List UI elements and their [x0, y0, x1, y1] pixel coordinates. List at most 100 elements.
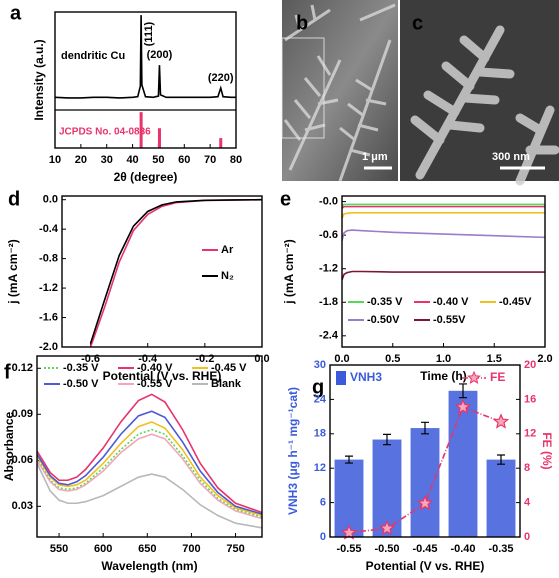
y2-tick-label: 0: [524, 531, 530, 543]
sem-b: [281, 0, 398, 182]
fe-line: [348, 406, 502, 534]
chart-panel: e Time (h) j (mA cm⁻²) 0.0 0.5 1.0 1.5 2.0 -2.4 -…: [280, 188, 553, 383]
peak-label: (220): [208, 72, 234, 84]
data-line: [341, 211, 545, 219]
fe-marker: [340, 524, 358, 540]
x-tick-label: -0.45: [412, 543, 437, 555]
data-line: [36, 393, 263, 514]
legend-label: -0.45V: [499, 296, 532, 308]
y-tick-label: 0: [320, 531, 326, 543]
legend-label: -0.50V: [367, 314, 400, 326]
x-axis-label: Wavelength (nm): [101, 559, 197, 573]
data-line: [36, 433, 263, 520]
x-tick-label: 0.0: [334, 353, 349, 365]
chart-panel: g Potential (V vs. RHE) VNH3 (μg h⁻¹ mg⁻¹c…: [286, 359, 554, 573]
y-tick-label: -0.8: [39, 253, 58, 265]
legend-label: -0.45 V: [211, 362, 247, 374]
x-tick-label: 1.0: [436, 353, 451, 365]
plot-frame: [36, 355, 263, 538]
x-tick-label: 650: [138, 543, 156, 555]
bar: [334, 459, 364, 537]
y2-tick-label: 8: [524, 462, 530, 474]
y2-tick-label: 20: [524, 359, 536, 371]
reference-bar: [157, 128, 161, 148]
y-tick-label: -0.6: [319, 229, 338, 241]
x-tick-label: 70: [204, 154, 216, 166]
x-axis-label: Potential (V vs. RHE): [103, 369, 222, 383]
y-tick-label: 6: [320, 497, 326, 509]
fe-marker: [416, 494, 434, 511]
plot-frame: [61, 195, 263, 348]
zoom-box: [281, 37, 325, 139]
data-line: [36, 428, 263, 518]
x-tick-label: 40: [126, 154, 138, 166]
legend-label: FE: [490, 370, 505, 384]
bar: [410, 428, 440, 537]
y-axis-label: VNH3 (μg h⁻¹ mg⁻¹cat): [286, 387, 300, 515]
x-axis-label: 2θ (degree): [114, 170, 178, 184]
y-tick-label: 18: [314, 428, 326, 440]
x-tick-label: 10: [49, 154, 61, 166]
sem-c: [400, 0, 559, 186]
peak-label: (200): [147, 49, 173, 61]
data-line: [341, 205, 545, 209]
legend-label: Blank: [211, 378, 242, 390]
x-tick-label: 700: [182, 543, 200, 555]
legend-swatch: [336, 371, 346, 385]
legend-label: Ar: [221, 244, 234, 256]
data-line: [341, 203, 545, 207]
bar: [448, 390, 478, 537]
y-tick-label: 0.09: [12, 408, 33, 420]
legend-label: -0.40 V: [137, 362, 173, 374]
y2-tick-label: 4: [524, 497, 531, 509]
dendrites: [410, 25, 559, 186]
y-tick-label: 0.03: [12, 500, 33, 512]
x-tick-label: 60: [178, 154, 190, 166]
data-line: [341, 229, 546, 241]
y-axis-label: j (mA cm⁻²): [282, 239, 296, 305]
panel-label: c: [412, 12, 423, 34]
peak-label: (111): [143, 21, 155, 46]
y-tick-label: 12: [314, 462, 326, 474]
x-tick-label: 30: [101, 154, 113, 166]
bar: [486, 459, 516, 537]
x-tick-label: 1.5: [487, 353, 502, 365]
error-bar: [421, 421, 429, 435]
data-line: [341, 270, 545, 281]
y-tick-label: -2.0: [39, 341, 58, 353]
panel-label: b: [296, 12, 308, 34]
panel-label: f: [4, 361, 11, 383]
panel-label: e: [280, 188, 291, 210]
y2-tick-label: 16: [524, 393, 536, 405]
chart-panel: a 2θ (degree) Intensity (a.u.) 10 20 30 40 50 60…: [10, 2, 242, 184]
x-tick-label: 2.0: [537, 353, 552, 365]
chart-panel: f Wavelength (nm) Absorbance 550 600 650 700 75…: [2, 355, 263, 573]
x-tick-label: 20: [75, 154, 87, 166]
x-tick-label: 0.5: [385, 353, 400, 365]
y-axis-label: j (mA cm⁻²): [6, 239, 20, 305]
plot-frame: [329, 364, 521, 538]
legend-label: VNH3: [350, 370, 382, 384]
fe-marker: [492, 413, 510, 429]
y-axis-label: Absorbance: [2, 412, 16, 482]
plot-frame: [54, 11, 237, 149]
panel-label: g: [312, 376, 324, 398]
x-tick-label: -0.40: [450, 543, 475, 555]
y-tick-label: -1.6: [39, 311, 58, 323]
error-bar: [459, 383, 467, 399]
fe-marker: [378, 519, 396, 536]
reference-label: JCPDS No. 04-0836: [59, 127, 151, 138]
y-tick-label: -2.4: [319, 330, 339, 342]
legend-label: N₂: [221, 270, 234, 282]
x-tick-label: -0.55: [336, 543, 361, 555]
data-line: [36, 410, 263, 515]
scale-label: 1 μm: [362, 151, 388, 163]
y-tick-label: -1.2: [39, 282, 58, 294]
y-tick-label: 0.0: [43, 194, 58, 206]
y2-tick-label: 12: [524, 428, 536, 440]
legend-label: -0.50 V: [63, 378, 99, 390]
legend-label: -0.35 V: [367, 296, 403, 308]
data-line: [54, 15, 236, 99]
legend-label: -0.55V: [433, 314, 466, 326]
